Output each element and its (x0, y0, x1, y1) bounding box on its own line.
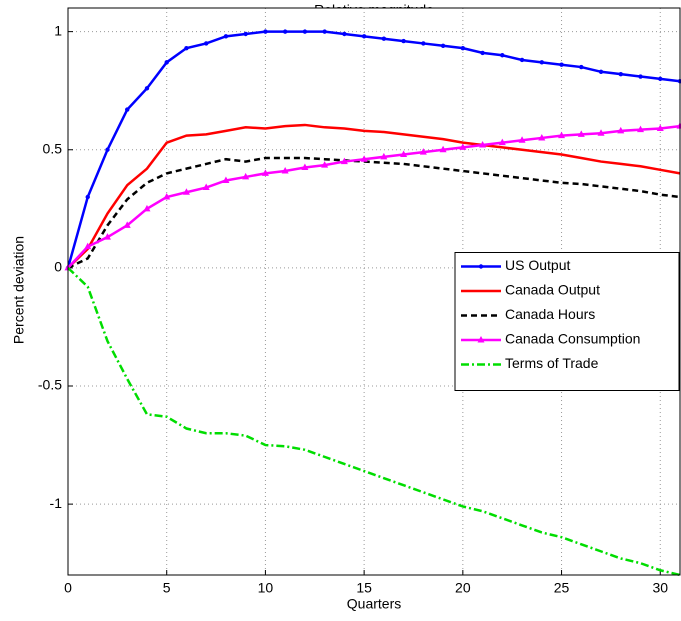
marker (143, 204, 151, 212)
marker (144, 86, 150, 91)
marker (439, 145, 447, 153)
marker (301, 163, 309, 170)
marker (558, 131, 566, 139)
marker (440, 43, 446, 48)
marker (125, 107, 130, 112)
x-tick-label: 15 (356, 580, 372, 596)
marker (597, 129, 605, 136)
marker (380, 152, 388, 160)
marker (242, 172, 250, 180)
marker (223, 34, 229, 39)
marker (539, 60, 545, 65)
marker (164, 60, 169, 65)
legend-label: Canada Output (505, 282, 600, 298)
marker (459, 143, 467, 150)
marker (656, 124, 664, 131)
marker (579, 64, 584, 70)
marker (103, 233, 111, 240)
marker (340, 157, 348, 165)
marker (538, 133, 546, 141)
marker (598, 69, 604, 74)
marker (321, 161, 329, 168)
series (67, 156, 681, 270)
series-line (67, 156, 681, 270)
legend-box (454, 252, 680, 391)
marker (617, 126, 625, 134)
marker (500, 53, 505, 58)
marker (361, 34, 367, 39)
marker (480, 50, 485, 56)
marker (322, 29, 327, 34)
x-tick-label: 0 (64, 580, 72, 596)
marker (518, 136, 526, 143)
y-axis-label: Percent deviation (11, 236, 27, 344)
marker (498, 138, 506, 146)
series-line (66, 30, 681, 269)
marker (261, 169, 269, 176)
x-tick-label: 20 (455, 580, 471, 596)
marker (637, 125, 645, 133)
marker (182, 188, 190, 195)
y-tick-label: 1 (54, 22, 62, 38)
marker (381, 36, 387, 41)
marker (421, 41, 426, 46)
series-line (67, 266, 681, 577)
legend-label: Canada Consumption (505, 331, 640, 347)
marker (184, 45, 189, 51)
x-tick-label: 30 (652, 580, 668, 596)
x-tick-label: 10 (258, 580, 274, 596)
series (64, 122, 681, 271)
marker (401, 38, 406, 44)
marker (419, 148, 427, 155)
marker (84, 242, 92, 250)
y-tick-label: -1 (50, 495, 63, 511)
marker (85, 194, 90, 200)
marker (243, 31, 248, 37)
marker (203, 41, 209, 46)
x-axis-label: Quarters (347, 596, 401, 612)
series (67, 266, 681, 577)
marker (105, 147, 110, 152)
marker (360, 155, 368, 162)
marker (202, 183, 210, 191)
legend-label: Canada Hours (505, 306, 595, 322)
y-tick-label: -0.5 (38, 377, 62, 393)
marker (519, 57, 525, 63)
marker (460, 45, 466, 51)
series (67, 123, 681, 269)
marker (577, 130, 585, 137)
axes-frame (67, 7, 681, 576)
series-line (67, 123, 681, 269)
legend-label: US Output (505, 257, 570, 273)
y-tick-label: 0 (54, 259, 62, 275)
marker (263, 29, 268, 34)
x-tick-label: 5 (163, 580, 171, 596)
marker (222, 176, 230, 183)
marker (302, 29, 308, 34)
marker (281, 167, 289, 174)
marker (342, 31, 347, 37)
legend: US Output Canada Output Canada Hours Canada… (454, 252, 680, 391)
marker (478, 264, 484, 269)
marker (163, 193, 171, 200)
marker (123, 221, 131, 228)
marker (658, 76, 663, 82)
marker (638, 74, 643, 79)
series-line (67, 124, 681, 269)
marker (477, 336, 485, 343)
x-tick-label: 25 (554, 580, 570, 596)
marker (282, 29, 288, 34)
y-tick-label: 0.5 (43, 140, 63, 156)
marker (618, 71, 623, 77)
legend-label: Terms of Trade (505, 355, 599, 371)
marker (400, 150, 408, 157)
series (65, 29, 681, 271)
marker (559, 62, 564, 67)
marker (479, 141, 487, 148)
